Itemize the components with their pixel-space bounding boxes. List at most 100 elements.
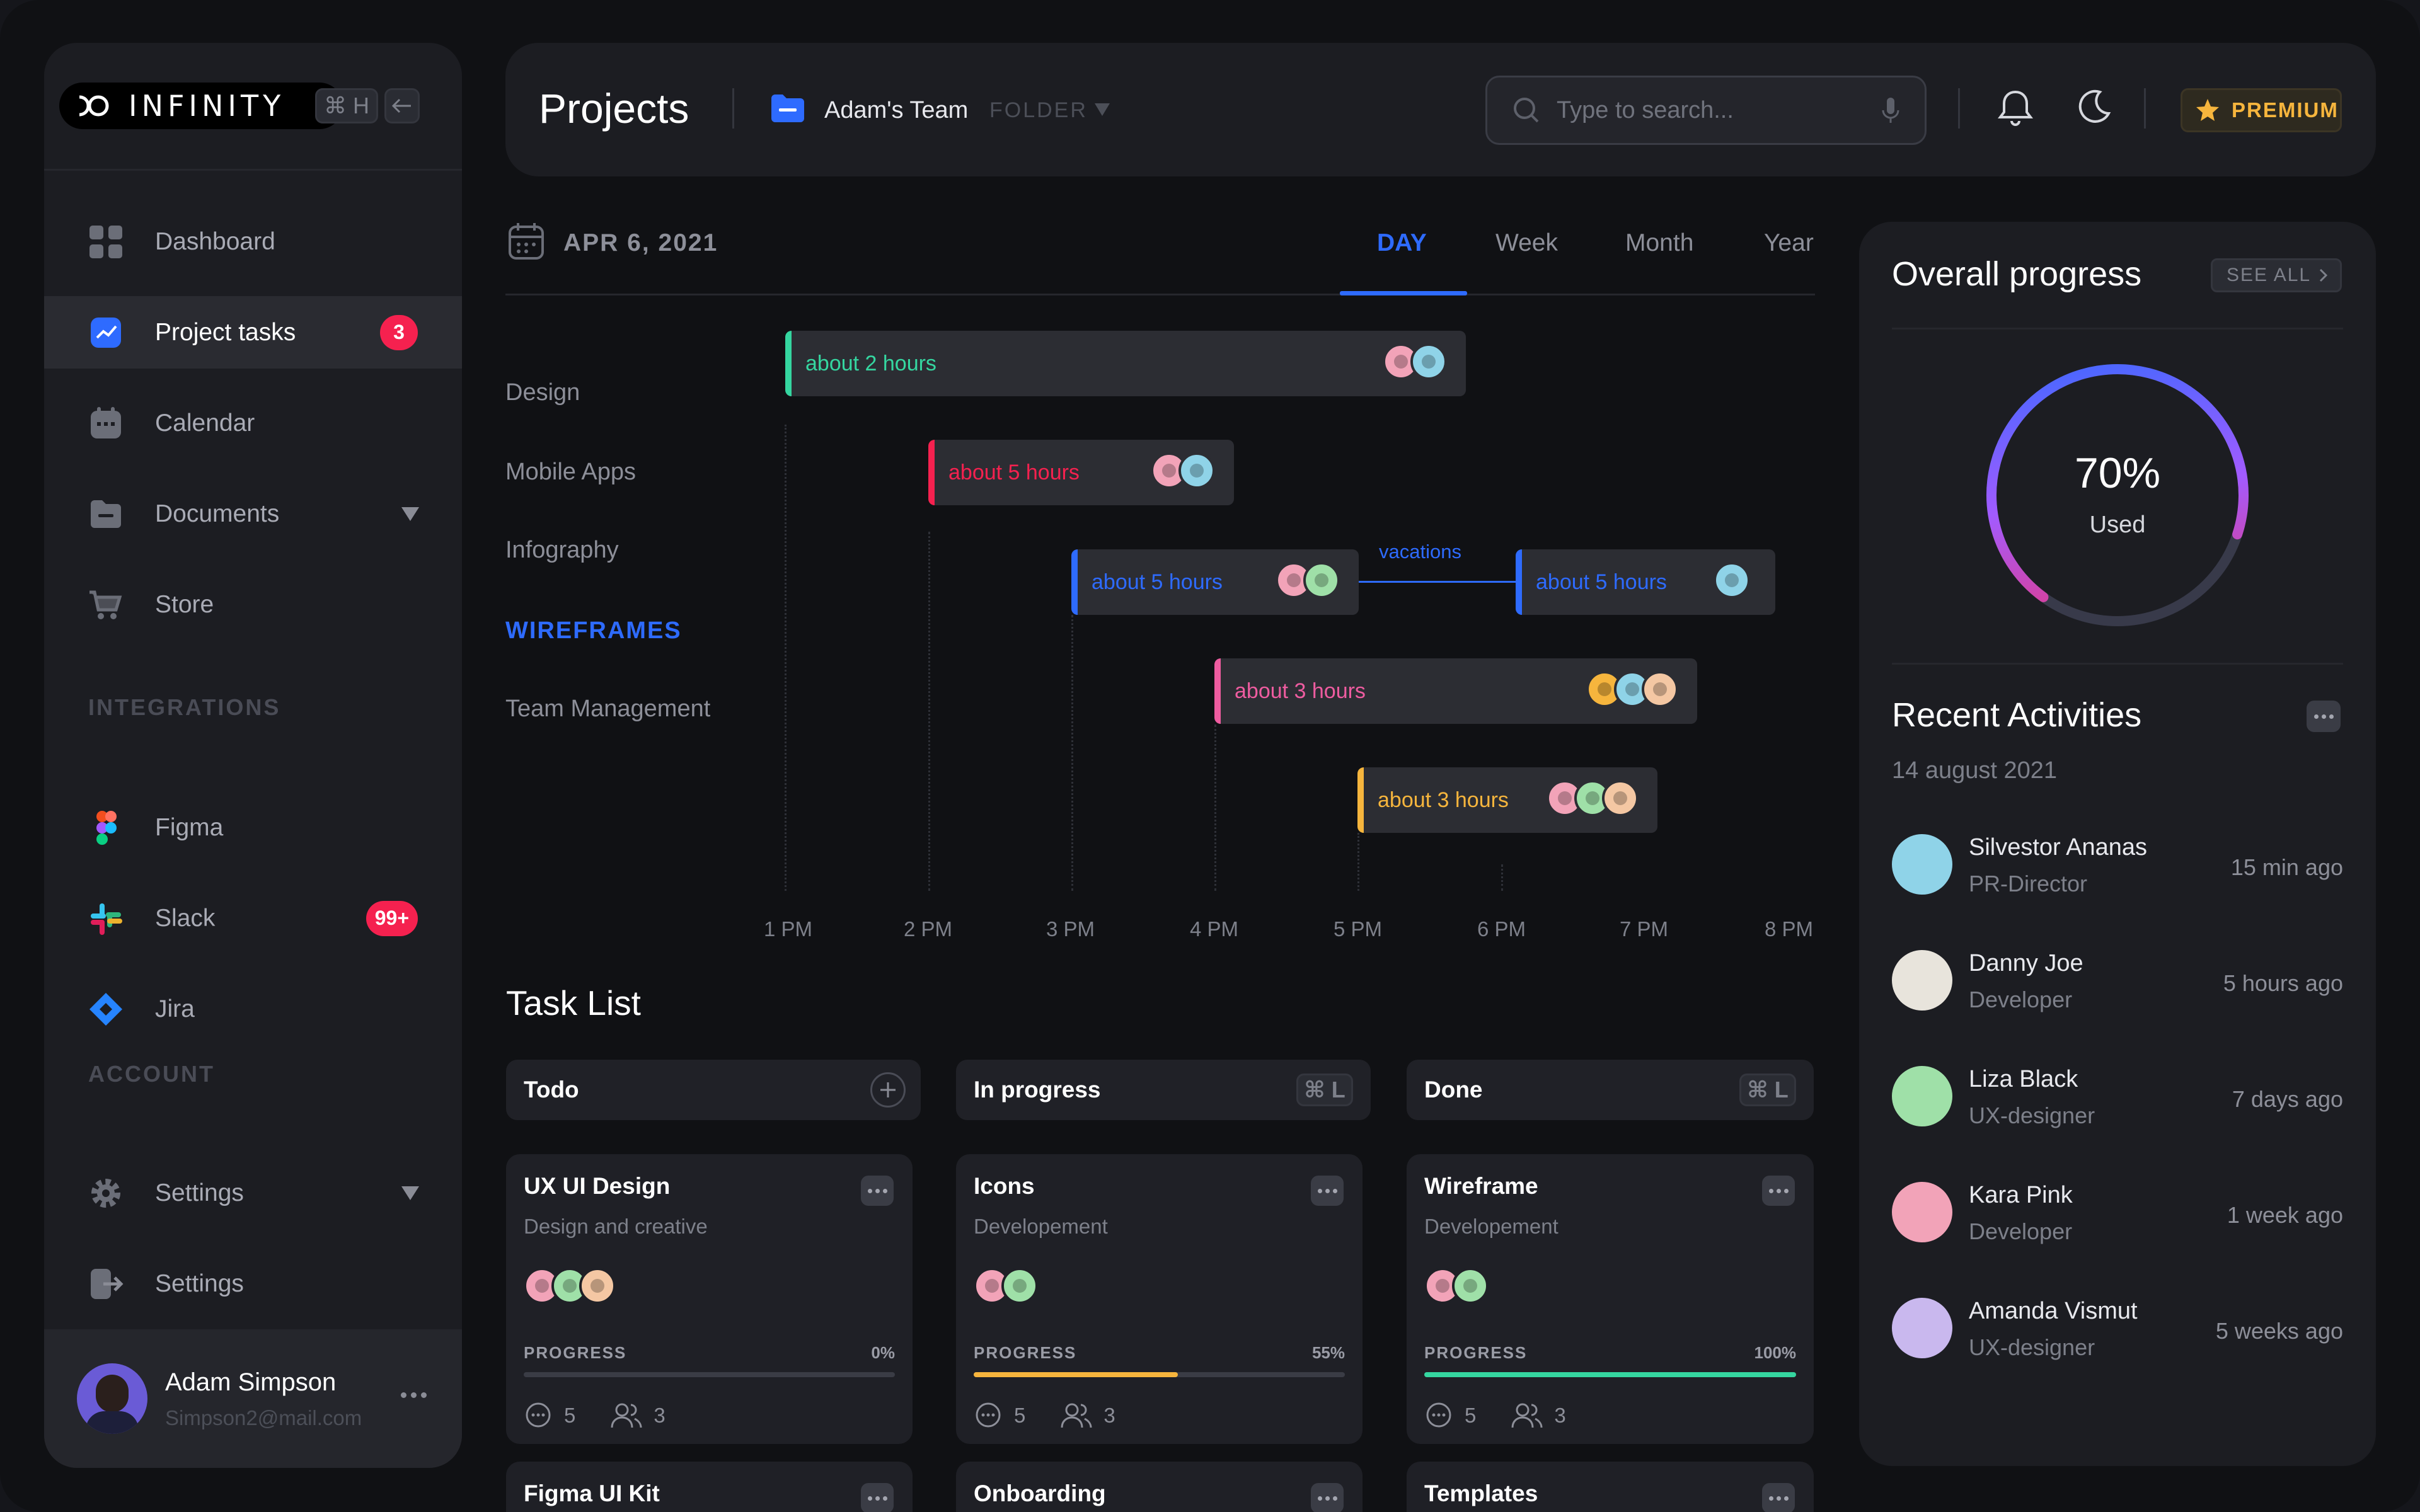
timeline-date[interactable]: APR 6, 2021 (563, 229, 718, 256)
activities-menu-button[interactable] (2307, 701, 2341, 732)
bar-avatars (1547, 780, 1639, 816)
task-menu-button[interactable] (1311, 1483, 1344, 1512)
star-icon (2196, 99, 2219, 121)
sidebar-item-store[interactable]: Store (44, 568, 462, 641)
team-name[interactable]: Adam's Team (824, 97, 969, 123)
row-label-wireframes[interactable]: WIREFRAMES (505, 617, 682, 644)
sidebar-item-figma[interactable]: Figma (44, 791, 462, 864)
task-title: Onboarding (974, 1480, 1106, 1506)
sidebar-item-settings[interactable]: Settings (44, 1157, 462, 1229)
avatar (1178, 452, 1215, 489)
task-menu-button[interactable] (1762, 1483, 1795, 1512)
task-menu-button[interactable] (1311, 1176, 1344, 1206)
activity-item[interactable]: Liza Black UX-designer 7 days ago (1892, 1058, 2343, 1153)
task-menu-button[interactable] (861, 1483, 894, 1512)
task-card[interactable]: Wireframe Developement PROGRESS 100% 5 3 (1407, 1154, 1814, 1444)
sidebar-item-settings-2[interactable]: Settings (44, 1247, 462, 1320)
hour-label: 5 PM (1334, 917, 1383, 941)
hour-label: 3 PM (1046, 917, 1095, 941)
gantt-bar-infography[interactable]: about 5 hours (1071, 549, 1359, 615)
sidebar-item-slack[interactable]: Slack 99+ (44, 882, 462, 954)
comment-count: 5 (1465, 1404, 1477, 1427)
hour-label: 2 PM (904, 917, 953, 941)
task-list-title: Task List (506, 983, 641, 1022)
user-menu-button[interactable] (401, 1392, 427, 1398)
activity-item[interactable]: Silvestor Ananas PR-Director 15 min ago (1892, 827, 2343, 921)
sidebar-item-project-tasks[interactable]: Project tasks 3 (44, 296, 462, 369)
sidebar-item-label: Settings (155, 1269, 244, 1297)
avatar (1642, 671, 1678, 707)
gantt-bar-wireframes[interactable]: about 3 hours (1214, 658, 1697, 724)
logo[interactable]: INFINITY (59, 83, 343, 129)
progress-bar (1424, 1372, 1796, 1377)
task-title: Figma UI Kit (524, 1480, 660, 1506)
task-card[interactable]: Figma UI Kit (506, 1462, 913, 1512)
task-card[interactable]: Onboarding (956, 1462, 1363, 1512)
avatar (1714, 562, 1750, 598)
sidebar-item-label: Settings (155, 1179, 244, 1206)
chevron-down-icon[interactable] (1095, 103, 1110, 116)
see-all-button[interactable]: SEE ALL (2211, 258, 2342, 292)
sidebar-item-documents[interactable]: Documents (44, 478, 462, 550)
task-card[interactable]: UX UI Design Design and creative PROGRES… (506, 1154, 913, 1444)
activity-item[interactable]: Kara Pink Developer 1 week ago (1892, 1174, 2343, 1269)
task-menu-button[interactable] (1762, 1176, 1795, 1206)
bar-avatars (1151, 452, 1215, 489)
activity-item[interactable]: Danny Joe Developer 5 hours ago (1892, 942, 2343, 1037)
tab-year[interactable]: Year (1764, 229, 1814, 256)
avatar (1410, 343, 1447, 380)
figma-icon (88, 810, 124, 845)
activity-item[interactable]: Amanda Vismut UX-designer 5 weeks ago (1892, 1290, 2343, 1385)
add-task-button[interactable] (870, 1072, 906, 1108)
progress-label: PROGRESS (1424, 1343, 1528, 1362)
task-card[interactable]: Templates (1407, 1462, 1814, 1512)
sidebar-item-label: Slack (155, 904, 216, 932)
task-avatars (1424, 1268, 1489, 1304)
progress-title: Overall progress (1892, 255, 2142, 293)
gantt-bar-infography-2[interactable]: about 5 hours (1516, 549, 1775, 615)
microphone-icon[interactable] (1882, 96, 1899, 124)
premium-button[interactable]: PREMIUM (2181, 88, 2342, 132)
comment-icon (1426, 1402, 1451, 1428)
row-label-design[interactable]: Design (505, 379, 580, 406)
moon-icon[interactable] (2075, 88, 2112, 129)
task-menu-button[interactable] (861, 1176, 894, 1206)
task-avatars (974, 1268, 1038, 1304)
tab-day[interactable]: DAY (1377, 229, 1427, 256)
user-profile[interactable]: Adam Simpson Simpson2@mail.com (44, 1329, 462, 1468)
tab-month[interactable]: Month (1625, 229, 1694, 256)
progress-ring-fill (1986, 364, 2249, 626)
column-label: Done (1424, 1077, 1483, 1102)
sidebar-item-calendar[interactable]: Calendar (44, 387, 462, 459)
hour-label: 6 PM (1477, 917, 1526, 941)
gantt-bar-team-management[interactable]: about 3 hours (1357, 767, 1657, 833)
shortcut-badge: ⌘ H (315, 88, 378, 123)
collapse-sidebar-button[interactable] (384, 88, 420, 123)
row-label-team-management[interactable]: Team Management (505, 696, 711, 722)
tab-week[interactable]: Week (1495, 229, 1558, 256)
search-input[interactable]: Type to search... (1557, 96, 1734, 123)
sidebar-item-dashboard[interactable]: Dashboard (44, 205, 462, 278)
gantt-bar-mobile-apps[interactable]: about 5 hours (928, 440, 1234, 505)
row-label-infography[interactable]: Infography (505, 537, 619, 563)
folder-label[interactable]: FOLDER (989, 98, 1088, 122)
timeline-section: APR 6, 2021 DAY Week Month Year Design M… (505, 222, 1816, 965)
members-icon (1061, 1403, 1092, 1428)
gantt-bar-design[interactable]: about 2 hours (785, 331, 1466, 396)
search-field[interactable]: Type to search... (1485, 76, 1927, 145)
user-name: Adam Simpson (165, 1368, 337, 1396)
sidebar-item-jira[interactable]: Jira (44, 973, 462, 1045)
activity-time: 7 days ago (2232, 1086, 2343, 1112)
activities-date: 14 august 2021 (1892, 757, 2058, 784)
task-title: Wireframe (1424, 1173, 1538, 1199)
chevron-down-icon[interactable] (401, 1186, 419, 1200)
gear-icon (88, 1176, 124, 1211)
task-count-badge: 3 (380, 314, 418, 350)
page-title: Projects (539, 85, 689, 132)
chevron-down-icon[interactable] (401, 507, 419, 521)
task-card[interactable]: Icons Developement PROGRESS 55% 5 3 (956, 1154, 1363, 1444)
column-done: Done ⌘ L (1407, 1060, 1814, 1120)
bell-icon[interactable] (1998, 88, 2033, 132)
search-icon (1514, 98, 1539, 123)
row-label-mobile-apps[interactable]: Mobile Apps (505, 459, 637, 485)
